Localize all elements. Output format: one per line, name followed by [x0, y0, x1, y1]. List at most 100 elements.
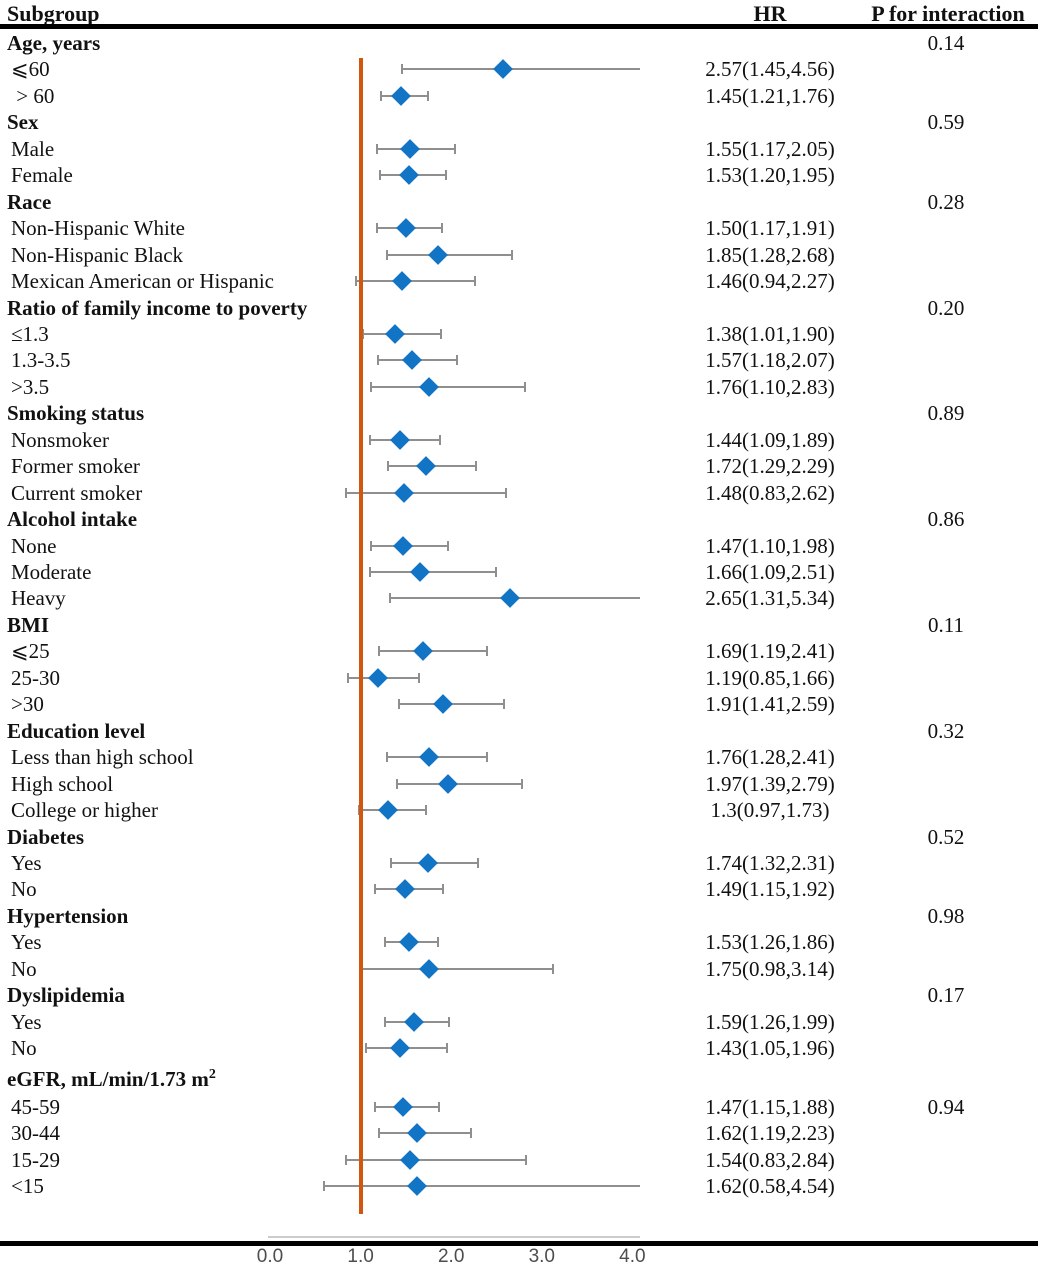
ci-cap-left	[345, 487, 348, 498]
p-value: 0.14	[927, 31, 965, 55]
ci-cap-right	[495, 567, 498, 577]
ci-cap-right	[439, 434, 442, 445]
subgroup-label: Yes	[11, 850, 42, 875]
hr-value: 1.69(1.19,2.41)	[705, 639, 835, 664]
p-value: 0.94	[927, 1095, 965, 1119]
hr-diamond-marker	[400, 138, 421, 159]
subgroup-label: BMI	[7, 612, 49, 637]
ci-cap-left	[345, 1154, 348, 1165]
hr-value: 2.65(1.31,5.34)	[705, 586, 835, 611]
ci-cap-right	[502, 699, 505, 710]
x-tick-label: 3.0	[528, 1246, 555, 1267]
ci-cap-right	[510, 249, 513, 260]
ci-cap-left	[389, 857, 392, 868]
subgroup-label: None	[11, 533, 57, 558]
p-value: 0.28	[927, 189, 965, 214]
hr-diamond-marker	[438, 773, 459, 794]
ci-cap-right	[524, 381, 527, 392]
reference-line-hr-1	[358, 58, 363, 1214]
ci-whisker	[385, 253, 513, 256]
ci-cap-left	[378, 170, 381, 181]
hr-value: 1.74(1.32,2.31)	[705, 850, 835, 875]
hr-value: 1.50(1.17,1.91)	[705, 216, 835, 241]
subgroup-label: Hypertension	[7, 903, 129, 928]
ci-cap-left	[379, 90, 382, 101]
ci-cap-right	[441, 223, 444, 234]
ci-cap-right	[473, 276, 476, 287]
p-value: 0.52	[927, 824, 965, 849]
subgroup-label: Female	[11, 163, 73, 188]
hr-value: 1.91(1.41,2.59)	[705, 692, 835, 717]
hr-diamond-marker	[415, 456, 436, 477]
subgroup-label: College or higher	[11, 798, 158, 823]
ci-whisker	[345, 491, 508, 494]
x-tick-label: 0.0	[256, 1246, 284, 1267]
hr-value: 1.76(1.10,2.83)	[705, 374, 835, 399]
ci-cap-left	[365, 1043, 368, 1054]
hr-value: 1.48(0.83,2.62)	[705, 480, 835, 505]
subgroup-label: Moderate	[11, 560, 92, 584]
ci-cap-right	[438, 1102, 441, 1112]
subgroup-label: > 60	[11, 83, 55, 108]
hr-value: 1.76(1.28,2.41)	[705, 745, 835, 770]
subgroup-label: Less than high school	[11, 745, 194, 770]
header-rule	[0, 24, 1038, 29]
x-tick-label: 2.0	[437, 1246, 465, 1267]
ci-cap-left	[397, 699, 400, 710]
hr-diamond-marker	[398, 165, 419, 186]
subgroup-label: ⩽25	[11, 639, 50, 664]
ci-cap-left	[385, 249, 388, 260]
ci-cap-right	[445, 1043, 448, 1054]
hr-diamond-marker	[500, 588, 520, 609]
hr-value: 1.97(1.39,2.79)	[705, 771, 835, 796]
x-axis-line	[268, 1236, 640, 1238]
subgroup-label: High school	[11, 771, 114, 796]
subgroup-label: <15	[11, 1174, 44, 1199]
hr-value: 1.43(1.05,1.96)	[705, 1036, 835, 1061]
subgroup-label: No	[11, 956, 37, 981]
ci-whisker	[368, 571, 498, 573]
hr-value: 1.45(1.21,1.76)	[705, 83, 835, 108]
ci-cap-right	[477, 857, 480, 868]
hr-diamond-marker	[404, 1011, 424, 1032]
hr-diamond-marker	[399, 1149, 420, 1170]
hr-value: 1.57(1.18,2.07)	[705, 348, 835, 373]
hr-value: 1.75(0.98,3.14)	[705, 956, 835, 981]
hr-value: 1.38(1.01,1.90)	[705, 321, 835, 346]
ci-cap-right	[455, 355, 458, 366]
hr-diamond-marker	[367, 667, 388, 688]
hr-value: 1.62(1.19,2.23)	[705, 1121, 835, 1146]
ci-whisker	[322, 1185, 640, 1188]
hr-value: 1.59(1.26,1.99)	[705, 1009, 835, 1034]
hr-diamond-marker	[427, 244, 448, 265]
hr-diamond-marker	[419, 376, 440, 397]
ci-whisker	[345, 1158, 528, 1161]
hr-diamond-marker	[394, 482, 414, 503]
ci-whisker	[401, 68, 640, 71]
ci-cap-right	[448, 1016, 451, 1027]
subgroup-label: Non-Hispanic Black	[11, 242, 184, 267]
ci-cap-left	[368, 567, 371, 577]
subgroup-label: Male	[11, 136, 55, 161]
hr-diamond-marker	[492, 59, 513, 80]
hr-diamond-marker	[392, 271, 413, 291]
subgroup-label: Smoking status	[7, 401, 145, 426]
hr-diamond-marker	[395, 218, 416, 239]
subgroup-label: Former smoker	[11, 454, 140, 479]
hr-value: 1.49(1.15,1.92)	[705, 877, 835, 902]
hr-diamond-marker	[410, 562, 431, 582]
subgroup-label: 45-59	[11, 1095, 60, 1119]
ci-cap-left	[376, 223, 378, 234]
subgroup-label: Current smoker	[11, 480, 143, 505]
hr-value: 1.85(1.28,2.68)	[705, 242, 835, 267]
ci-cap-left	[322, 1181, 325, 1192]
hr-value: 1.47(1.15,1.88)	[705, 1095, 835, 1119]
ci-cap-right	[436, 937, 439, 948]
ci-cap-right	[447, 540, 450, 551]
subgroup-label: Race	[7, 189, 52, 214]
ci-cap-left	[374, 1102, 377, 1112]
ci-cap-right	[424, 805, 427, 816]
subgroup-label: ⩽60	[11, 57, 50, 82]
subgroup-label: Dyslipidemia	[7, 983, 125, 1008]
